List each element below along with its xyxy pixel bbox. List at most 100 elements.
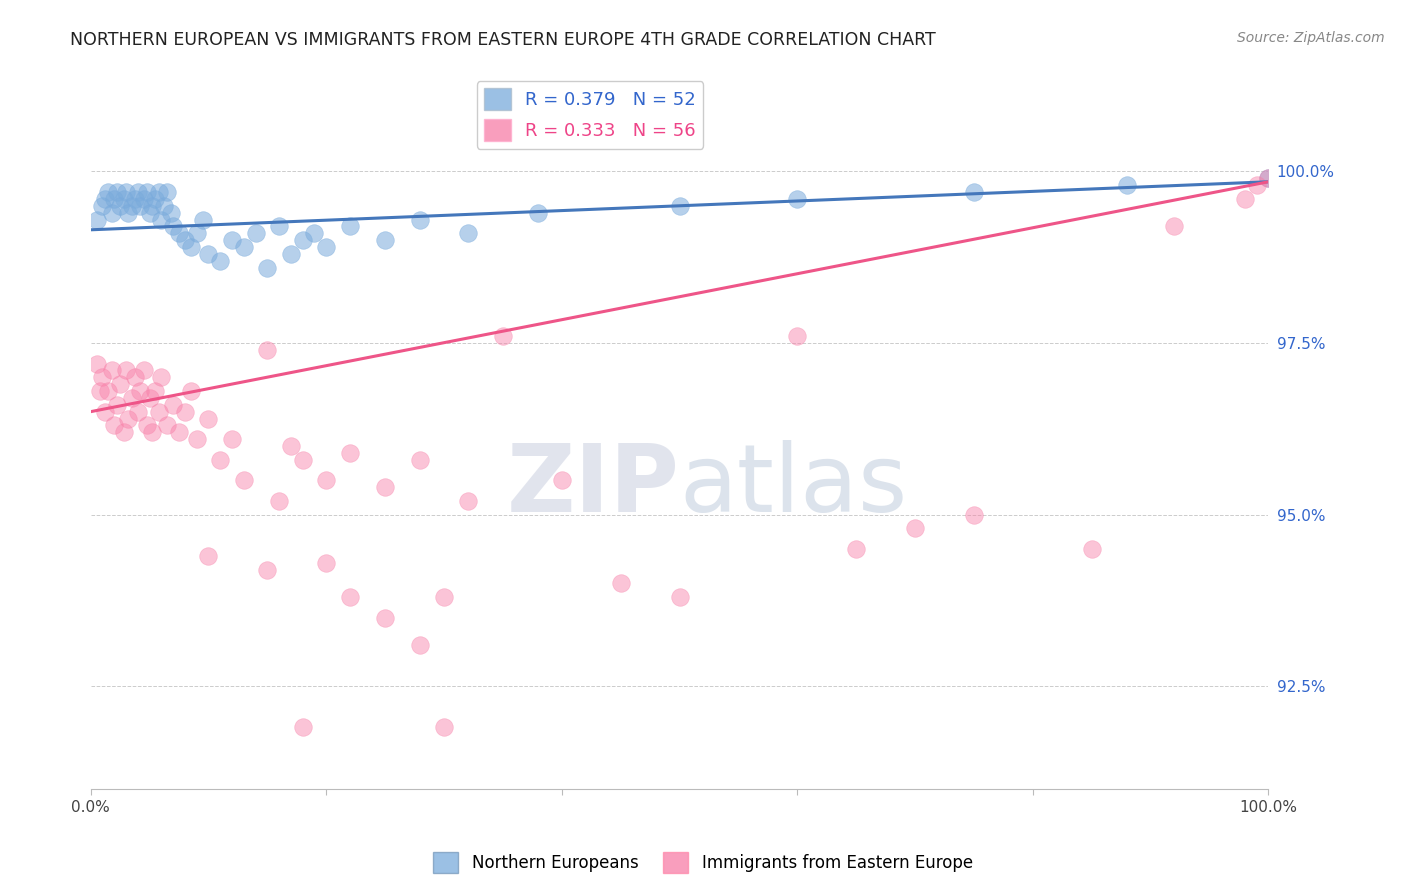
Point [1233, 192, 1256, 206]
Point [145, 192, 167, 206]
Point [1116, 178, 1139, 193]
Point [129, 384, 152, 398]
Point [197, 411, 219, 425]
Point [105, 185, 128, 199]
Point [315, 556, 337, 570]
Point [159, 205, 181, 219]
Point [221, 432, 243, 446]
Point [103, 418, 125, 433]
Point [1246, 178, 1268, 193]
Point [374, 233, 396, 247]
Point [904, 521, 927, 535]
Point [291, 233, 314, 247]
Text: atlas: atlas [679, 441, 908, 533]
Point [180, 240, 202, 254]
Point [256, 343, 278, 357]
Point [124, 370, 146, 384]
Point [1257, 171, 1279, 186]
Point [129, 199, 152, 213]
Point [115, 363, 138, 377]
Point [150, 370, 173, 384]
Point [112, 425, 135, 440]
Point [148, 405, 170, 419]
Point [457, 494, 479, 508]
Point [156, 185, 179, 199]
Point [232, 240, 254, 254]
Point [433, 590, 456, 604]
Point [609, 576, 631, 591]
Point [191, 212, 214, 227]
Point [136, 185, 159, 199]
Point [180, 384, 202, 398]
Point [786, 329, 808, 343]
Point [291, 452, 314, 467]
Point [167, 425, 190, 440]
Point [197, 247, 219, 261]
Point [108, 377, 131, 392]
Point [101, 205, 124, 219]
Point [527, 205, 550, 219]
Point [112, 192, 135, 206]
Point [91, 370, 114, 384]
Point [101, 363, 124, 377]
Point [97, 384, 120, 398]
Point [256, 562, 278, 576]
Point [304, 226, 326, 240]
Point [152, 199, 174, 213]
Point [209, 452, 232, 467]
Point [551, 473, 574, 487]
Point [136, 418, 159, 433]
Point [457, 226, 479, 240]
Point [121, 391, 143, 405]
Point [315, 240, 337, 254]
Point [89, 384, 111, 398]
Point [132, 363, 155, 377]
Point [138, 205, 160, 219]
Point [156, 418, 179, 433]
Point [148, 185, 170, 199]
Point [94, 405, 117, 419]
Point [280, 439, 302, 453]
Point [141, 425, 163, 440]
Point [339, 219, 361, 234]
Point [115, 185, 138, 199]
Point [186, 226, 208, 240]
Point [1163, 219, 1185, 234]
Point [374, 610, 396, 624]
Point [409, 212, 432, 227]
Point [256, 260, 278, 275]
Point [221, 233, 243, 247]
Point [668, 199, 690, 213]
Point [121, 199, 143, 213]
Point [245, 226, 267, 240]
Point [845, 541, 868, 556]
Point [145, 384, 167, 398]
Point [86, 212, 108, 227]
Point [668, 590, 690, 604]
Point [433, 720, 456, 734]
Text: Source: ZipAtlas.com: Source: ZipAtlas.com [1237, 31, 1385, 45]
Point [197, 549, 219, 563]
Point [267, 494, 290, 508]
Point [267, 219, 290, 234]
Point [167, 226, 190, 240]
Point [117, 411, 139, 425]
Legend: R = 0.379   N = 52, R = 0.333   N = 56: R = 0.379 N = 52, R = 0.333 N = 56 [477, 81, 703, 149]
Text: NORTHERN EUROPEAN VS IMMIGRANTS FROM EASTERN EUROPE 4TH GRADE CORRELATION CHART: NORTHERN EUROPEAN VS IMMIGRANTS FROM EAS… [70, 31, 936, 49]
Point [1257, 171, 1279, 186]
Point [374, 480, 396, 494]
Point [127, 405, 149, 419]
Point [117, 205, 139, 219]
Point [339, 446, 361, 460]
Point [141, 199, 163, 213]
Point [1080, 541, 1102, 556]
Point [280, 247, 302, 261]
Point [315, 473, 337, 487]
Point [105, 398, 128, 412]
Point [162, 219, 184, 234]
Point [963, 508, 986, 522]
Point [124, 192, 146, 206]
Point [132, 192, 155, 206]
Point [127, 185, 149, 199]
Point [232, 473, 254, 487]
